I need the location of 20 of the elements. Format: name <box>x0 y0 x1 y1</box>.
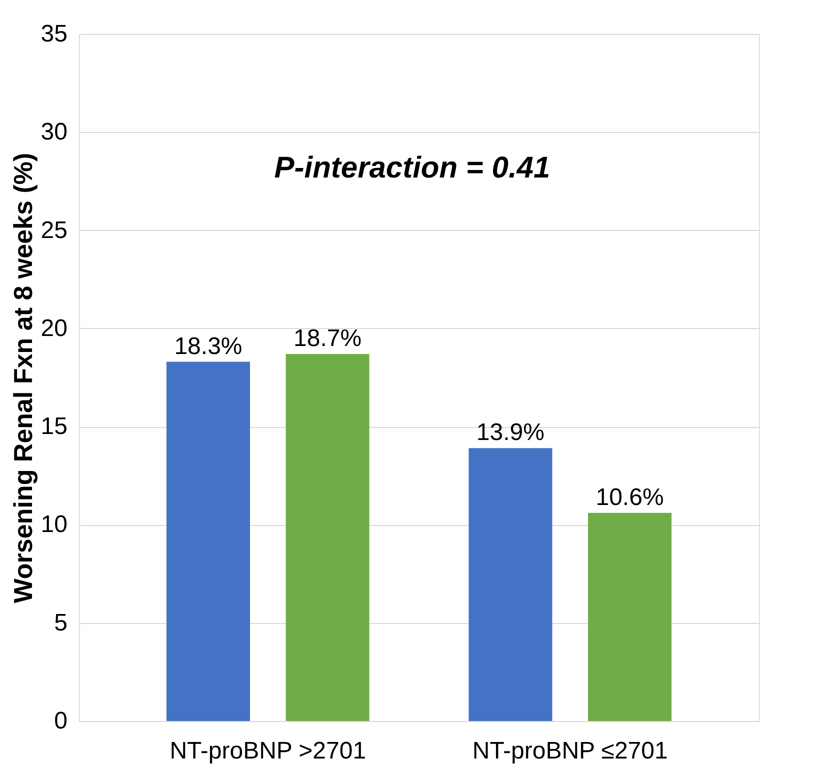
y-tick-label: 35 <box>40 20 68 48</box>
y-tick-label: 5 <box>54 609 68 636</box>
y-tick-label: 15 <box>40 413 68 440</box>
y-tick-label: 20 <box>40 314 68 342</box>
annotation: P-interaction = 0.41 <box>274 152 550 185</box>
bar <box>588 512 672 721</box>
data-label: 18.3% <box>174 332 242 360</box>
bar <box>166 362 250 721</box>
data-label: 13.9% <box>476 419 544 446</box>
bar <box>468 448 552 721</box>
x-tick-label: NT-proBNP ≤2701 <box>472 738 668 764</box>
y-tick-label: 0 <box>54 708 68 734</box>
y-tick-label: 25 <box>40 216 68 244</box>
data-label: 10.6% <box>596 484 664 511</box>
y-tick-label: 30 <box>40 118 68 146</box>
y-tick-label: 10 <box>40 511 68 538</box>
bar <box>286 354 370 721</box>
x-tick-label: NT-proBNP >2701 <box>170 738 366 764</box>
data-label: 18.7% <box>294 324 362 352</box>
y-axis-title: Worsening Renal Fxn at 8 weeks (%) <box>8 152 38 604</box>
